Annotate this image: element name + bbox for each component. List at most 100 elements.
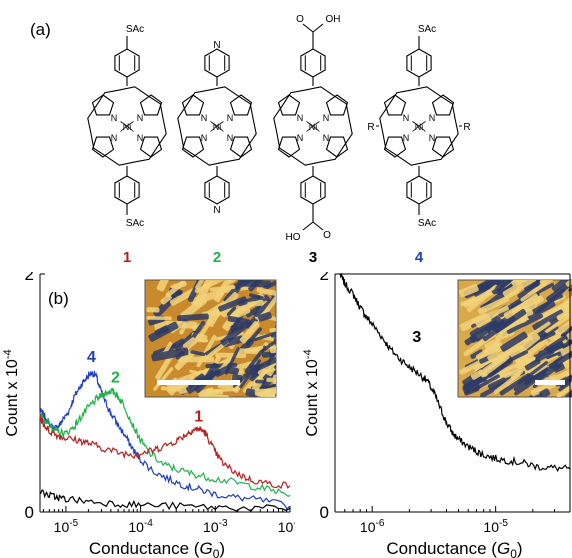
x-tick-label: 10-2 [278, 518, 295, 535]
y-tick-label: 0 [25, 503, 34, 522]
stm-feature [532, 309, 564, 331]
inset-stm-image-right [457, 279, 572, 398]
stm-feature [202, 362, 220, 385]
stm-feature [524, 358, 541, 371]
stm-feature [148, 321, 179, 342]
pyrrole-ring [325, 136, 349, 158]
thioacetate-label: SAc [126, 218, 144, 229]
stm-feature [484, 342, 503, 354]
stm-feature [195, 280, 204, 290]
inset-stm-image-left [144, 279, 295, 398]
ni-n-bond [216, 121, 224, 127]
stm-feature [165, 280, 185, 298]
nitrogen-label: N [403, 113, 410, 123]
stm-feature [250, 330, 276, 343]
x-axis-label: Conductance (G0) [89, 539, 225, 558]
stm-feature [473, 374, 500, 391]
panel-b-label: (b) [48, 289, 69, 308]
stm-feature [275, 375, 295, 391]
stm-feature [518, 361, 548, 385]
nitrogen-label: N [201, 133, 208, 143]
stm-feature [178, 370, 204, 383]
ni-n-bond [306, 125, 314, 132]
stm-feature [535, 349, 555, 362]
x-tick-label: 10-5 [483, 518, 508, 535]
ni-n-bond [210, 125, 218, 132]
stm-feature [560, 338, 572, 357]
nitrogen-label: N [227, 113, 234, 123]
thioacetate-label: SAc [126, 24, 144, 35]
nickel-label: Ni [123, 122, 132, 132]
stm-feature [469, 319, 499, 343]
benzene-ring [114, 48, 140, 78]
stm-feature [540, 297, 572, 319]
pyrrole-ring [229, 136, 253, 158]
x-tick-label: 10-3 [203, 518, 228, 535]
bond [312, 23, 324, 33]
ni-n-bond [412, 125, 420, 132]
stm-feature [248, 280, 269, 292]
stm-feature [487, 351, 499, 362]
pyrrole-ring [181, 94, 205, 116]
stm-feature [539, 280, 560, 287]
y-tick-label: 0 [320, 503, 329, 522]
compound-number: 4 [415, 249, 424, 266]
ni-n-bond [306, 121, 314, 127]
stm-feature [255, 379, 266, 384]
stm-feature [517, 280, 541, 299]
stm-feature [269, 344, 276, 354]
pyrrole-ring [325, 94, 349, 116]
stm-feature [537, 363, 562, 382]
stm-feature [521, 321, 551, 343]
stm-feature [244, 345, 267, 374]
bond [302, 23, 314, 33]
stm-feature [261, 285, 276, 317]
nitrogen-label: N [137, 113, 144, 123]
stm-feature [500, 331, 528, 352]
compound-number: 1 [123, 249, 131, 266]
ni-n-bond [126, 125, 134, 132]
ni-n-bond [216, 125, 224, 132]
nitrogen-label: N [403, 133, 410, 143]
nitrogen-label: N [429, 113, 436, 123]
pyrrole-ring [431, 94, 455, 116]
stm-feature [245, 327, 262, 346]
stm-feature [202, 393, 230, 397]
benzene-ring [406, 175, 432, 205]
stm-feature [493, 372, 521, 394]
stm-feature [214, 366, 229, 377]
series-line-2 [39, 387, 291, 498]
stm-feature [477, 296, 509, 315]
pyrrole-ring [383, 136, 407, 158]
nickel-label: Ni [213, 122, 222, 132]
bond [302, 221, 314, 231]
benzene-ring [114, 175, 140, 205]
nitrogen-label: N [429, 133, 436, 143]
stm-feature [514, 372, 547, 396]
ni-n-bond [412, 121, 420, 127]
stm-feature [560, 325, 572, 338]
macrocycle [177, 86, 257, 166]
stm-feature [515, 338, 548, 365]
stm-feature [220, 319, 253, 346]
oxygen-label: O [323, 230, 331, 241]
macrocycle [379, 86, 459, 166]
nitrogen-label: N [323, 133, 330, 143]
series-label-1: 1 [194, 409, 203, 426]
stm-feature [224, 347, 240, 375]
stm-feature [202, 339, 230, 362]
stm-feature [215, 352, 247, 358]
ni-n-bond [120, 121, 128, 127]
pyridine-n-label: N [213, 205, 220, 216]
series-line-1 [39, 413, 291, 490]
pyrrole-ring [383, 94, 407, 116]
meso-r-label: R [463, 122, 470, 133]
stm-feature [551, 280, 572, 293]
stm-feature [486, 357, 513, 378]
stm-feature [196, 335, 217, 368]
stm-feature [256, 287, 276, 296]
stm-feature [269, 326, 276, 333]
stm-feature [275, 393, 276, 397]
stm-feature [146, 307, 160, 313]
